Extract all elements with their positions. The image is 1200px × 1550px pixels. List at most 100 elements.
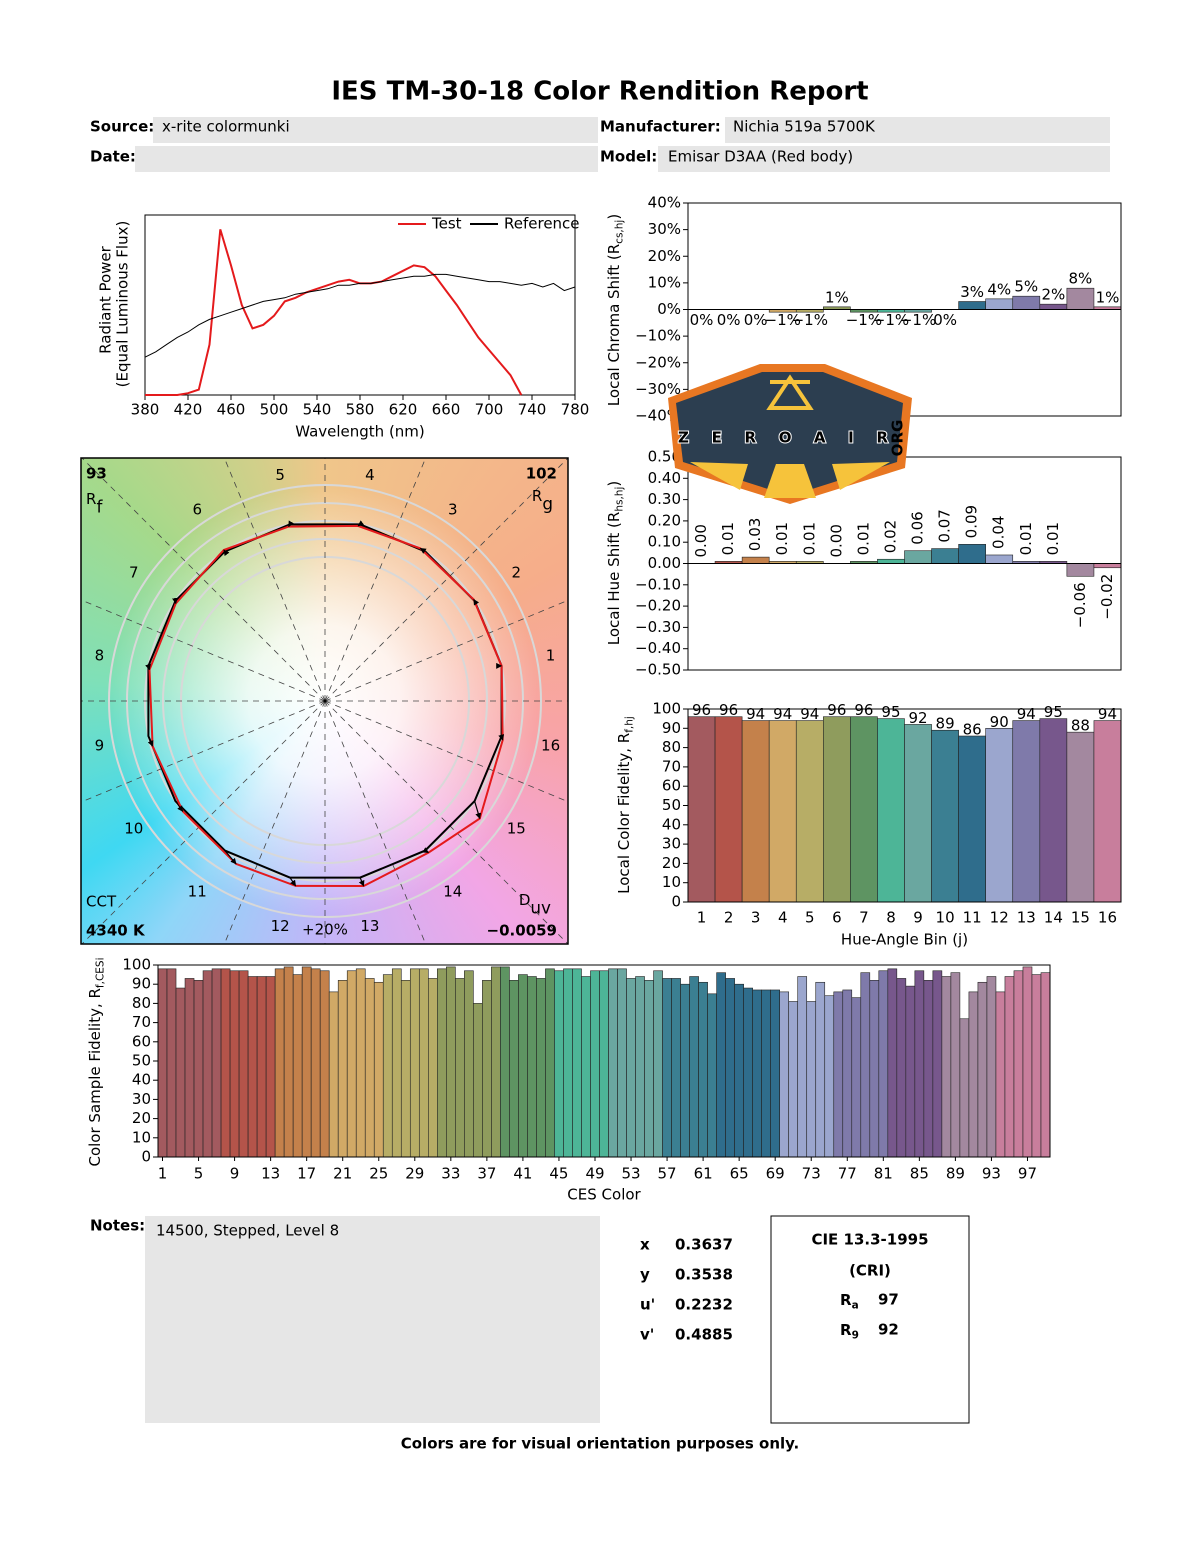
bar [310,968,321,1158]
bar [932,970,943,1158]
value-label: 0.01 [1017,522,1035,555]
subscript: 9 [852,1329,859,1341]
x-tick-label: 73 [802,1165,821,1183]
bin-label: 10 [124,819,143,837]
x-tick-label: 45 [549,1165,568,1183]
spectrum-line [144,273,576,358]
footer-note: Colors are for visual orientation purpos… [401,1435,800,1453]
chromaticity-value: 0.3538 [675,1266,733,1284]
y-tick-label: 10 [662,873,681,891]
bar [653,970,663,1158]
shift-arrow [357,520,365,527]
duv-symbol: Duv [519,891,551,918]
bar [1039,303,1068,310]
bar [428,978,438,1158]
manufacturer-value: Nichia 519a 5700K [733,118,876,136]
subscript: hs,hj [613,487,625,512]
subscript: a [852,1299,859,1311]
y-tick-label: 60 [132,1032,151,1050]
chromaticity-label: y [640,1266,650,1284]
bar [337,980,348,1158]
y-tick-label: 0.10 [648,533,681,551]
x-tick-label: 5 [194,1165,204,1183]
value-label: 0% [717,311,741,329]
value-label: 94 [773,705,792,723]
x-tick-label: 6 [832,909,842,927]
y-tick-label: 30 [662,835,681,853]
value-label: 94 [1017,705,1036,723]
y-tick-label: 100 [652,700,681,718]
bar [741,556,770,564]
subscript: cs,hj [613,220,625,244]
rg-symbol: Rg [532,487,553,514]
bar [238,970,249,1158]
y-axis-label: Radiant Power [97,245,115,354]
value-label: 0.00 [692,524,710,557]
bar [527,976,537,1158]
bar [1093,720,1122,903]
value-label: 0.02 [881,520,899,553]
bar [545,968,555,1158]
x-tick-label: 10 [936,909,955,927]
bar [626,978,636,1158]
x-tick-label: 25 [369,1165,388,1183]
bar [346,970,357,1158]
x-tick-label: 65 [730,1165,749,1183]
shift-arrow [174,800,184,812]
cct-value: 4340 K [86,922,146,940]
manufacturer-label: Manufacturer: [600,118,721,136]
bin-label: 2 [511,564,521,582]
bar [328,991,339,1158]
x-tick-label: 53 [621,1165,640,1183]
scale-ring [162,538,488,864]
y-tick-label: 90 [132,975,151,993]
value-label: 0.01 [719,522,737,555]
report-title: IES TM-30-18 Color Rendition Report [331,77,868,107]
chromaticity-label: u' [640,1296,655,1314]
bar [608,968,618,1158]
x-tick-label: 61 [694,1165,713,1183]
y-tick-label: −0.10 [635,575,681,593]
bin-label: 5 [275,466,285,484]
bin-label: 13 [360,917,379,935]
x-tick-label: 16 [1098,909,1117,927]
center-dot [323,699,327,703]
y-tick-label: −10% [635,327,681,345]
bar [761,989,771,1158]
chromaticity-value: 0.4885 [675,1326,733,1344]
bar [823,716,851,903]
bar [850,716,878,903]
shift-arrow [145,663,151,671]
x-tick-label: 740 [518,401,547,419]
bar [833,991,844,1158]
shift-arrow [358,877,365,887]
bar [382,974,393,1158]
bar [455,978,465,1158]
subscript: uv [530,897,551,917]
bar [1012,720,1041,903]
x-tick-label: 89 [946,1165,965,1183]
value-label: 0% [690,311,714,329]
cct-caption: CCT [86,893,117,911]
x-tick-label: 460 [217,401,246,419]
value-label: 96 [827,701,846,719]
bar [904,724,932,903]
bar [905,985,916,1158]
bar [1066,287,1095,310]
bar [220,968,231,1158]
bar [797,976,808,1158]
x-tick-label: 29 [405,1165,424,1183]
y-tick-label: 40 [132,1071,151,1089]
bin-label: 15 [507,819,526,837]
bar [446,966,456,1158]
bar [877,718,905,903]
cri-box [770,1215,970,1424]
value-label: 3% [960,283,984,301]
bar [687,716,716,903]
bar [689,976,699,1158]
y-tick-label: 0.40 [648,469,681,487]
bar [301,966,312,1158]
bar [985,298,1014,310]
bin-divider [223,458,326,702]
